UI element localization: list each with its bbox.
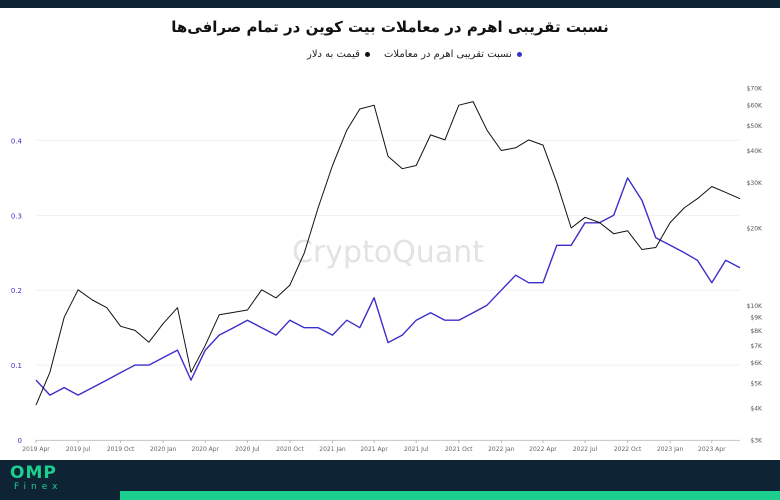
y-right-tick-label: $6K xyxy=(750,360,763,367)
x-tick-label: 2020 Apr xyxy=(192,446,220,453)
legend-price-label: قیمت به دلار xyxy=(307,49,360,60)
y-left-tick-label: 0.3 xyxy=(11,212,22,220)
y-left-tick-label: 0.1 xyxy=(11,362,22,370)
y-left-tick-label: 0 xyxy=(18,437,22,445)
x-tick-label: 2020 Jul xyxy=(235,446,260,453)
x-tick-label: 2023 Jan xyxy=(657,446,684,453)
chart-svg: CryptoQuant 0 0.1 0.2 0.3 0.4 $70K $60K $50K $4… xyxy=(11,86,763,454)
y-axis-right: $70K $60K $50K $40K $30K $20K $10K $9K $8K $7K $6K… xyxy=(747,86,763,445)
y-right-tick-label: $30K xyxy=(747,180,763,187)
y-left-tick-label: 0.4 xyxy=(11,137,23,145)
x-tick-label: 2019 Jul xyxy=(66,446,91,453)
chart-title: نسبت تقریبی اهرم در معاملات بیت کوین در … xyxy=(171,18,609,36)
top-bar xyxy=(0,0,780,8)
legend-leverage-label: نسبت تقریبی اهرم در معاملات xyxy=(384,49,512,60)
y-right-tick-label: $50K xyxy=(747,123,763,130)
x-tick-label: 2021 Oct xyxy=(445,446,473,453)
x-tick-label: 2020 Jan xyxy=(150,446,177,453)
price-legend-dot-icon xyxy=(364,51,370,57)
y-right-tick-label: $3K xyxy=(750,438,763,445)
y-right-tick-label: $8K xyxy=(750,328,763,335)
x-tick-label: 2020 Oct xyxy=(276,446,304,453)
leverage-series-line xyxy=(35,177,741,396)
x-tick-label: 2023 Apr xyxy=(698,446,726,453)
x-tick-label: 2022 Oct xyxy=(614,446,642,453)
y-right-tick-label: $70K xyxy=(747,86,763,93)
x-axis: 2019 Apr 2019 Jul 2019 Oct 2020 Jan 2020 Apr… xyxy=(22,440,740,453)
x-tick-label: 2021 Jan xyxy=(319,446,346,453)
x-tick-label: 2021 Apr xyxy=(360,446,388,453)
y-left-tick-label: 0.2 xyxy=(11,287,22,295)
y-right-tick-label: $7K xyxy=(750,343,763,350)
x-tick-label: 2022 Jan xyxy=(488,446,515,453)
y-right-tick-label: $10K xyxy=(747,303,763,310)
y-right-tick-label: $20K xyxy=(747,225,763,232)
x-tick-label: 2021 Jul xyxy=(404,446,429,453)
x-tick-label: 2019 Oct xyxy=(107,446,135,453)
legend-item-price: قیمت به دلار xyxy=(307,49,370,60)
x-tick-label: 2022 Apr xyxy=(529,446,557,453)
chart-gridlines xyxy=(36,139,740,441)
chart-series xyxy=(35,101,741,406)
y-right-tick-label: $5K xyxy=(750,380,763,387)
y-right-tick-label: $4K xyxy=(750,405,763,412)
y-right-tick-label: $9K xyxy=(750,315,763,322)
chart-panel xyxy=(0,8,780,460)
footer-accent-stripe xyxy=(120,491,780,500)
legend-item-leverage: نسبت تقریبی اهرم در معاملات xyxy=(384,49,522,60)
price-series-line xyxy=(35,101,741,406)
logo-bottom-text: Finex xyxy=(14,482,63,492)
x-tick-label: 2022 Jul xyxy=(573,446,598,453)
logo-top-text: OMP xyxy=(10,463,57,483)
chart-watermark: CryptoQuant xyxy=(292,235,484,270)
omp-finex-logo: OMP Finex xyxy=(10,465,62,493)
x-tick-label: 2019 Apr xyxy=(22,446,50,453)
y-right-tick-label: $60K xyxy=(747,103,763,110)
leverage-legend-dot-icon xyxy=(516,51,522,57)
y-axis-left: 0 0.1 0.2 0.3 0.4 xyxy=(11,137,23,445)
y-right-tick-label: $40K xyxy=(747,148,763,155)
